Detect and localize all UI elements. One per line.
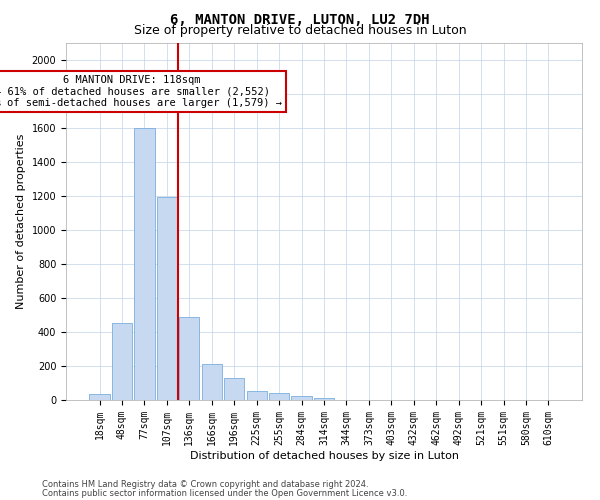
Bar xyxy=(134,128,155,400)
Bar xyxy=(202,364,222,400)
Bar xyxy=(157,196,177,400)
Bar xyxy=(247,392,267,400)
X-axis label: Distribution of detached houses by size in Luton: Distribution of detached houses by size … xyxy=(190,450,458,460)
Text: Contains public sector information licensed under the Open Government Licence v3: Contains public sector information licen… xyxy=(42,488,407,498)
Text: Size of property relative to detached houses in Luton: Size of property relative to detached ho… xyxy=(134,24,466,37)
Bar xyxy=(89,394,110,400)
Bar xyxy=(224,378,244,400)
Text: 6 MANTON DRIVE: 118sqm
← 61% of detached houses are smaller (2,552)
38% of semi-: 6 MANTON DRIVE: 118sqm ← 61% of detached… xyxy=(0,75,282,108)
Bar xyxy=(314,398,334,400)
Bar xyxy=(112,322,132,400)
Text: Contains HM Land Registry data © Crown copyright and database right 2024.: Contains HM Land Registry data © Crown c… xyxy=(42,480,368,489)
Bar xyxy=(292,396,311,400)
Bar xyxy=(269,393,289,400)
Y-axis label: Number of detached properties: Number of detached properties xyxy=(16,134,26,309)
Text: 6, MANTON DRIVE, LUTON, LU2 7DH: 6, MANTON DRIVE, LUTON, LU2 7DH xyxy=(170,12,430,26)
Bar xyxy=(179,318,199,400)
